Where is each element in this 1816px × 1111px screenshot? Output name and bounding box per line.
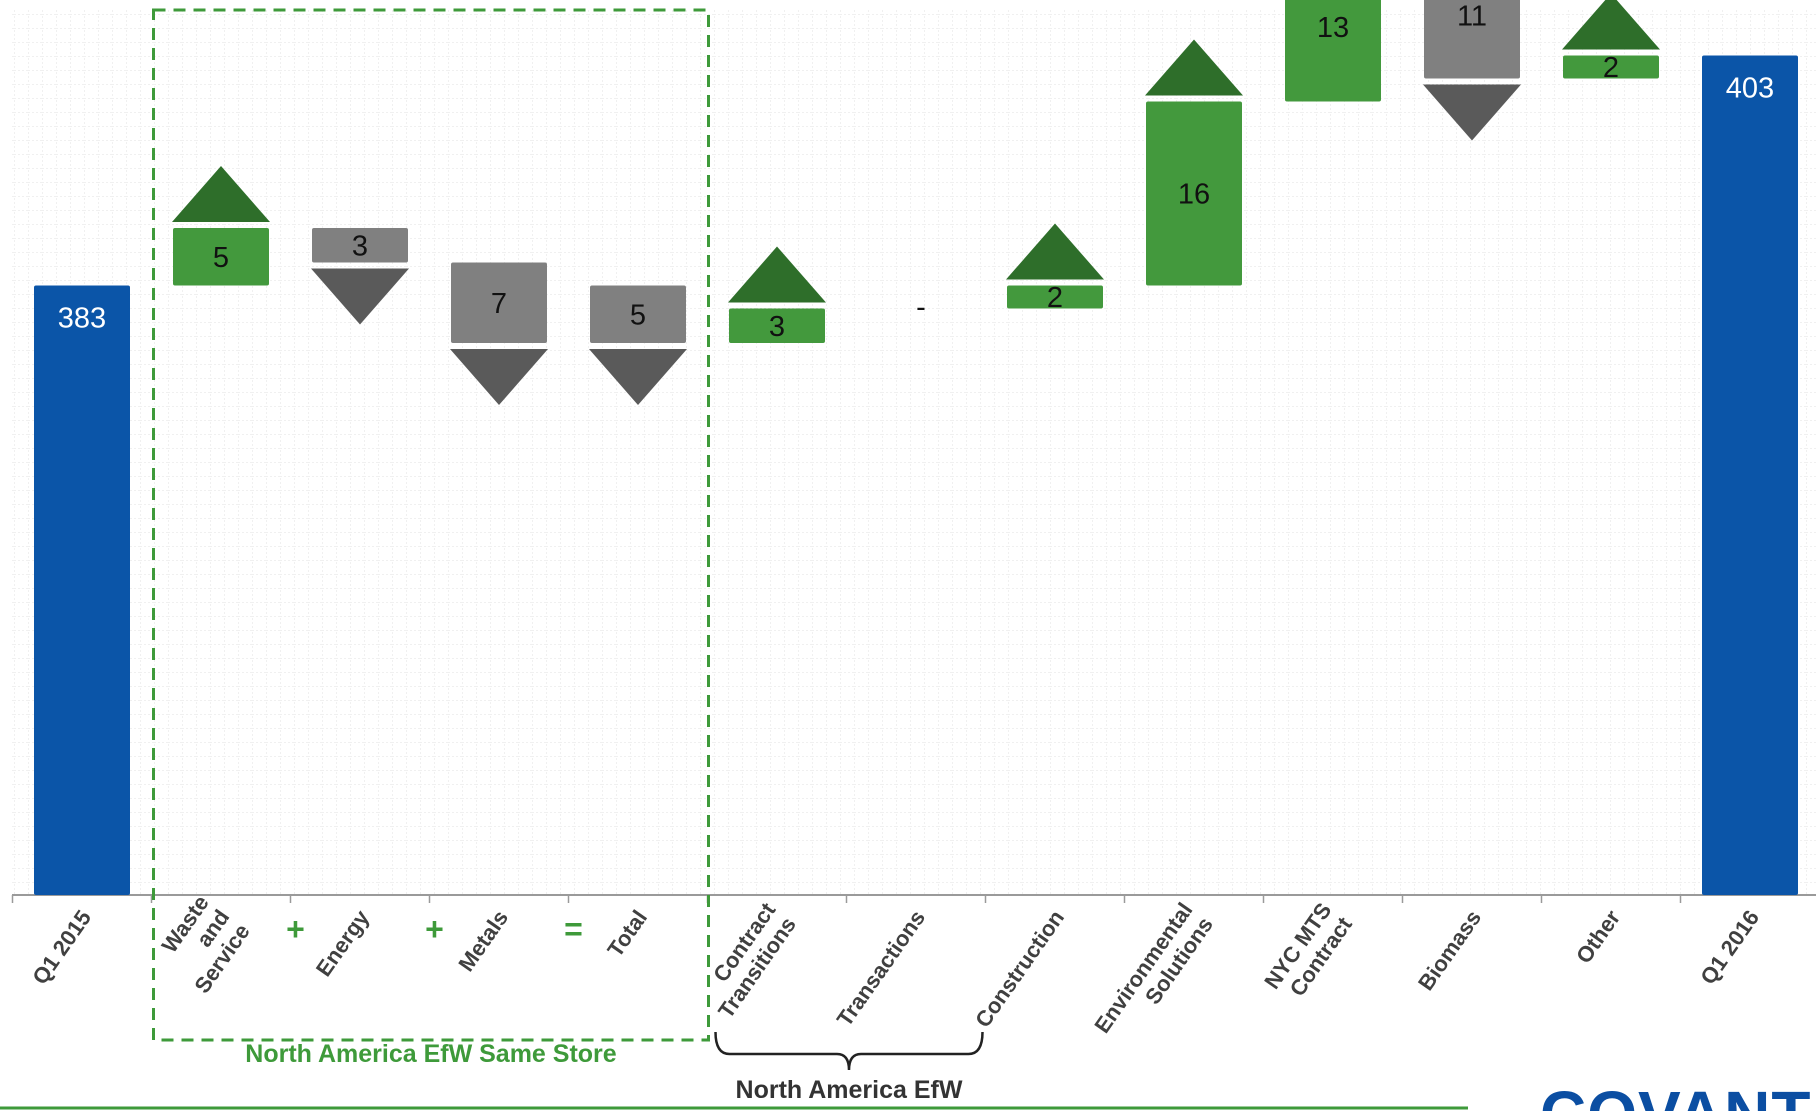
x-tick-label: Construction bbox=[970, 906, 1069, 1032]
data-label: 3 bbox=[352, 230, 368, 262]
data-label: 2 bbox=[1047, 282, 1063, 314]
waterfall-bar bbox=[1424, 0, 1520, 79]
increase-arrow bbox=[1145, 39, 1243, 96]
same-store-group-label: North America EfW Same Store bbox=[245, 1040, 616, 1068]
decrease-arrow bbox=[1423, 84, 1521, 141]
x-tick-label: Energy bbox=[311, 905, 375, 981]
data-label: 7 bbox=[491, 288, 507, 320]
x-tick-label: Biomass bbox=[1413, 906, 1486, 995]
data-label: 383 bbox=[58, 303, 106, 335]
x-tick-label: Other bbox=[1571, 905, 1625, 968]
data-label: 3 bbox=[769, 311, 785, 343]
waterfall-bar bbox=[1146, 101, 1242, 286]
data-label: 11 bbox=[1457, 0, 1487, 32]
increase-arrow bbox=[728, 246, 826, 303]
operator-symbol: = bbox=[564, 911, 583, 947]
increase-arrow bbox=[1562, 0, 1660, 50]
waterfall-bar bbox=[1007, 285, 1103, 309]
waterfall-bar bbox=[312, 228, 408, 263]
waterfall-bar bbox=[590, 285, 686, 343]
x-tick-label: EnvironmentalSolutions bbox=[1089, 898, 1218, 1052]
data-label: 13 bbox=[1317, 12, 1349, 44]
plot-grid bbox=[12, 10, 1816, 895]
x-tick-label: Total bbox=[602, 906, 652, 962]
waterfall-bar bbox=[1285, 0, 1381, 102]
operator-symbol: + bbox=[286, 911, 305, 947]
decrease-arrow bbox=[589, 349, 687, 405]
x-tick-label: Transactions bbox=[832, 906, 930, 1032]
data-label: 16 bbox=[1178, 179, 1210, 211]
operator-symbol: + bbox=[425, 911, 444, 947]
waterfall-bar bbox=[451, 262, 547, 343]
data-label: 5 bbox=[630, 299, 646, 331]
decrease-arrow bbox=[311, 268, 409, 325]
x-tick-label: Q1 2015 bbox=[27, 906, 96, 989]
data-label: 403 bbox=[1726, 73, 1774, 105]
waterfall-bar bbox=[1563, 55, 1659, 79]
efw-group-brace bbox=[714, 1031, 984, 1071]
increase-arrow bbox=[1006, 223, 1104, 280]
x-tick-label: WasteandService bbox=[148, 891, 254, 998]
same-store-dashed-box bbox=[152, 8, 710, 1042]
waterfall-bar bbox=[173, 228, 269, 286]
efw-group-label: North America EfW bbox=[736, 1076, 963, 1104]
x-tick-label: Metals bbox=[453, 906, 513, 976]
x-tick-label: Q1 2016 bbox=[1695, 906, 1764, 989]
waterfall-bar bbox=[1702, 55, 1798, 895]
covanta-logo: COVANTA bbox=[1540, 1078, 1816, 1111]
waterfall-bar bbox=[34, 285, 130, 895]
data-label: - bbox=[916, 292, 926, 324]
decrease-arrow bbox=[450, 349, 548, 405]
waterfall-bar bbox=[729, 308, 825, 343]
x-tick-label: NYC MTSContract bbox=[1259, 898, 1357, 1008]
data-label: 2 bbox=[1603, 52, 1619, 84]
data-label: 5 bbox=[213, 242, 229, 274]
increase-arrow bbox=[172, 166, 270, 222]
